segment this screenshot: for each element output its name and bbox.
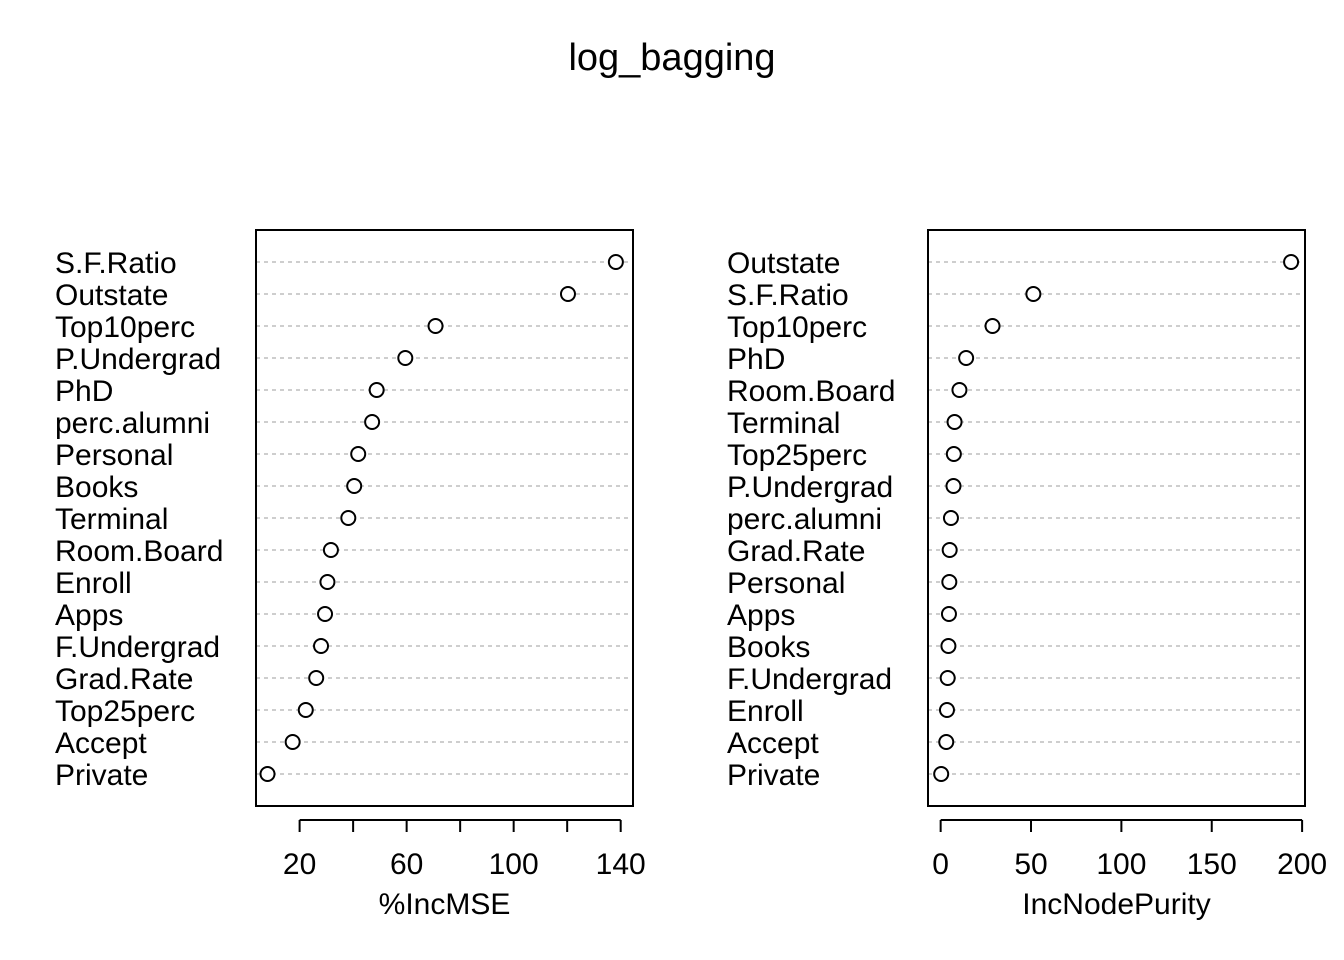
incnodepurity-plot-frame xyxy=(927,229,1306,807)
incnodepurity-label-s-f-ratio: S.F.Ratio xyxy=(727,279,849,312)
incnodepurity-point-books xyxy=(940,638,957,654)
incmse-label-books: Books xyxy=(55,471,138,504)
incmse-label-enroll: Enroll xyxy=(55,567,132,600)
incmse-label-room-board: Room.Board xyxy=(55,535,223,568)
incmse-point-phd xyxy=(368,382,385,398)
incnodepurity-label-top25perc: Top25perc xyxy=(727,439,867,472)
incmse-label-outstate: Outstate xyxy=(55,279,168,312)
incnodepurity-label-room-board: Room.Board xyxy=(727,375,895,408)
incnodepurity-point-enroll xyxy=(938,702,955,718)
incmse-point-personal xyxy=(350,446,367,462)
incnodepurity-point-grad-rate xyxy=(941,542,958,558)
incnodepurity-label-p-undergrad: P.Undergrad xyxy=(727,471,893,504)
incmse-tick-label: 20 xyxy=(283,848,316,881)
incnodepurity-point-p-undergrad xyxy=(945,478,962,494)
incmse-point-enroll xyxy=(319,574,336,590)
incmse-panel: S.F.RatioOutstateTop10percP.UndergradPhD… xyxy=(55,229,646,921)
incmse-label-apps: Apps xyxy=(55,599,123,632)
incmse-tick-label: 140 xyxy=(596,848,646,881)
incmse-point-apps xyxy=(317,606,334,622)
incnodepurity-tick-label: 150 xyxy=(1187,848,1237,881)
incnodepurity-label-f-undergrad: F.Undergrad xyxy=(727,663,892,696)
incnodepurity-label-apps: Apps xyxy=(727,599,795,632)
incnodepurity-tick-label: 50 xyxy=(1014,848,1047,881)
incmse-point-s-f-ratio xyxy=(607,254,624,270)
incnodepurity-tick-label: 100 xyxy=(1096,848,1146,881)
incmse-point-outstate xyxy=(559,286,576,302)
incnodepurity-panel: OutstateS.F.RatioTop10percPhDRoom.BoardT… xyxy=(727,229,1327,921)
incmse-point-top10perc xyxy=(427,318,444,334)
incmse-point-top25perc xyxy=(297,702,314,718)
incnodepurity-point-personal xyxy=(941,574,958,590)
incmse-label-accept: Accept xyxy=(55,727,147,760)
incnodepurity-label-grad-rate: Grad.Rate xyxy=(727,535,865,568)
incmse-label-s-f-ratio: S.F.Ratio xyxy=(55,247,177,280)
incnodepurity-point-outstate xyxy=(1283,254,1300,270)
incmse-point-accept xyxy=(284,734,301,750)
incnodepurity-point-s-f-ratio xyxy=(1025,286,1042,302)
incnodepurity-point-terminal xyxy=(946,414,963,430)
incnodepurity-point-room-board xyxy=(951,382,968,398)
incnodepurity-label-terminal: Terminal xyxy=(727,407,840,440)
incmse-label-phd: PhD xyxy=(55,375,113,408)
incnodepurity-tick-label: 0 xyxy=(932,848,949,881)
incmse-point-terminal xyxy=(340,510,357,526)
incnodepurity-label-personal: Personal xyxy=(727,567,845,600)
incmse-label-terminal: Terminal xyxy=(55,503,168,536)
incnodepurity-label-top10perc: Top10perc xyxy=(727,311,867,344)
incmse-point-p-undergrad xyxy=(397,350,414,366)
incmse-plot-frame xyxy=(255,229,634,807)
incmse-label-personal: Personal xyxy=(55,439,173,472)
incnodepurity-label-outstate: Outstate xyxy=(727,247,840,280)
incnodepurity-label-books: Books xyxy=(727,631,810,664)
incnodepurity-point-phd xyxy=(958,350,975,366)
incmse-label-grad-rate: Grad.Rate xyxy=(55,663,193,696)
incmse-x-axis-label: %IncMSE xyxy=(379,888,511,921)
chart-title: log_bagging xyxy=(568,37,775,79)
incnodepurity-x-axis-label: IncNodePurity xyxy=(1022,888,1210,921)
incnodepurity-point-top10perc xyxy=(984,318,1001,334)
incnodepurity-label-private: Private xyxy=(727,759,820,792)
incmse-tick-label: 100 xyxy=(489,848,539,881)
incmse-label-private: Private xyxy=(55,759,148,792)
incnodepurity-point-apps xyxy=(940,606,957,622)
incmse-label-top10perc: Top10perc xyxy=(55,311,195,344)
incnodepurity-point-top25perc xyxy=(945,446,962,462)
incmse-point-room-board xyxy=(322,542,339,558)
incnodepurity-label-accept: Accept xyxy=(727,727,819,760)
incmse-label-perc-alumni: perc.alumni xyxy=(55,407,210,440)
incnodepurity-point-private xyxy=(933,766,950,782)
incnodepurity-label-phd: PhD xyxy=(727,343,785,376)
incmse-point-perc-alumni xyxy=(364,414,381,430)
incmse-point-private xyxy=(259,766,276,782)
incnodepurity-point-perc-alumni xyxy=(942,510,959,526)
incmse-tick-label: 60 xyxy=(390,848,423,881)
incmse-label-p-undergrad: P.Undergrad xyxy=(55,343,221,376)
incnodepurity-tick-label: 200 xyxy=(1277,848,1327,881)
incmse-label-top25perc: Top25perc xyxy=(55,695,195,728)
incnodepurity-point-accept xyxy=(938,734,955,750)
incmse-label-f-undergrad: F.Undergrad xyxy=(55,631,220,664)
incnodepurity-label-enroll: Enroll xyxy=(727,695,804,728)
incnodepurity-point-f-undergrad xyxy=(939,670,956,686)
incmse-point-f-undergrad xyxy=(313,638,330,654)
incmse-point-grad-rate xyxy=(308,670,325,686)
incmse-point-books xyxy=(346,478,363,494)
incnodepurity-label-perc-alumni: perc.alumni xyxy=(727,503,882,536)
